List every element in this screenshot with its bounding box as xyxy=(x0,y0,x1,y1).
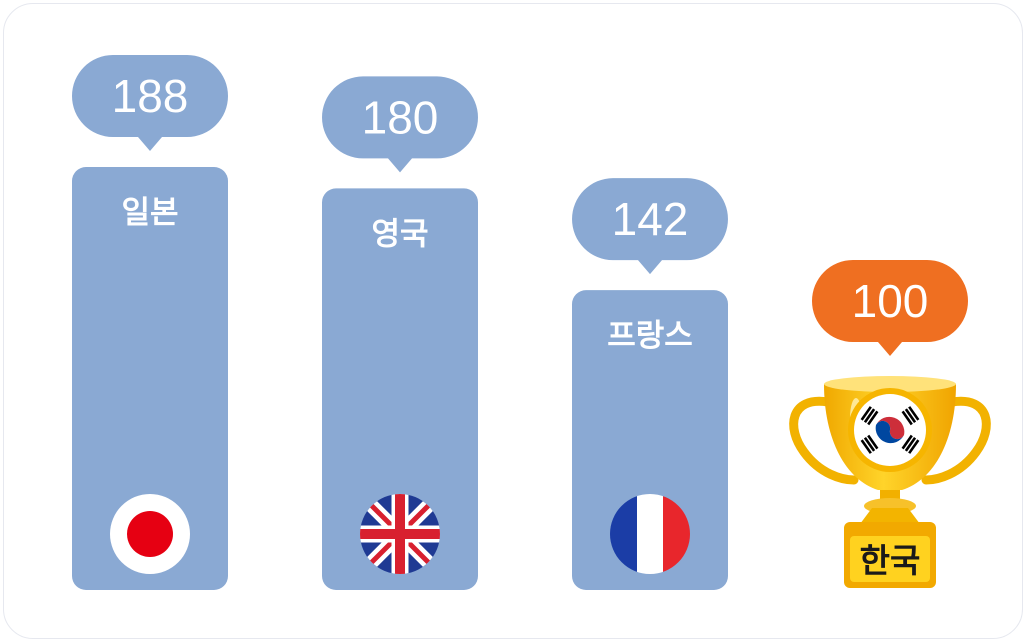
value-bubble-uk: 180 xyxy=(322,76,478,173)
value-bubble-japan: 188 xyxy=(72,55,228,151)
category-label-france: 프랑스 xyxy=(607,318,693,354)
value-bubble-france: 142 xyxy=(572,178,728,275)
value-label-japan: 188 xyxy=(112,70,189,122)
category-label-korea: 한국 xyxy=(860,541,921,580)
value-label-korea: 100 xyxy=(852,275,929,327)
value-label-uk: 180 xyxy=(362,91,439,143)
bar-japan xyxy=(72,167,228,590)
france-flag-icon xyxy=(610,494,690,574)
category-label-uk: 영국 xyxy=(371,216,428,252)
korea-flag-icon xyxy=(848,388,932,472)
value-bubble-korea: 100 xyxy=(812,260,968,356)
bar-france xyxy=(572,290,728,590)
japan-flag-icon xyxy=(110,494,190,574)
trophy-icon: 한국 xyxy=(789,376,991,588)
bar-uk xyxy=(322,188,478,590)
value-label-france: 142 xyxy=(612,193,689,245)
uk-flag-icon xyxy=(360,494,440,574)
category-label-japan: 일본 xyxy=(121,195,178,231)
